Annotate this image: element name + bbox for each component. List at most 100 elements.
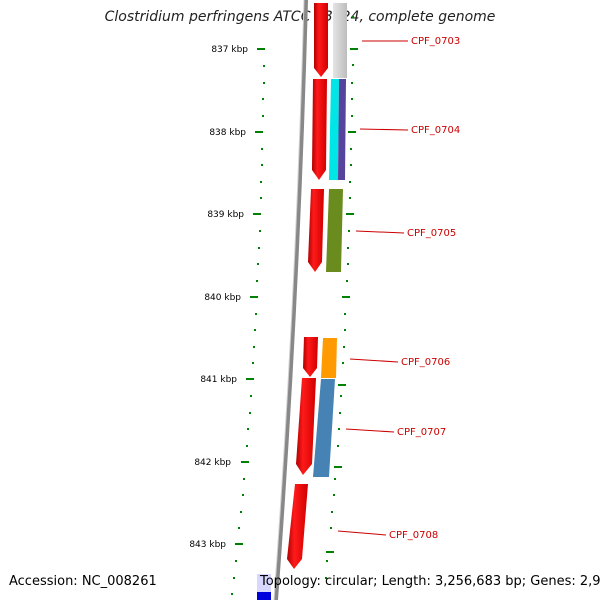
minor-tick [325,577,327,579]
minor-tick [260,197,262,199]
minor-tick [247,428,249,430]
minor-tick [262,98,264,100]
cds-arrow-cpf-0703[interactable] [314,3,328,77]
minor-tick [260,181,262,183]
minor-tick [330,527,332,529]
major-tick [334,466,342,468]
major-tick [253,213,261,215]
major-tick [250,296,258,298]
accession-text: Accession: NC_008261 [9,574,157,589]
minor-tick [331,511,333,513]
cog-block-cpf-0703[interactable] [333,3,347,78]
cds-arrow-cpf-0706[interactable] [303,337,318,377]
minor-tick [343,346,345,348]
minor-tick [348,230,350,232]
minor-tick [350,164,352,166]
minor-tick [238,527,240,529]
minor-tick [261,164,263,166]
gene-label-text: CPF_0703 CPF_0704 CPF_0705 CPF_0706 CPF_… [389,36,460,541]
kbp-label: 839 kbp [207,210,244,220]
minor-tick [255,313,257,315]
minor-tick [342,362,344,364]
gene-label-cpf-0708[interactable]: CPF_0708 [389,530,438,541]
kbp-label: 841 kbp [200,375,237,385]
minor-tick [252,362,254,364]
minor-tick [261,148,263,150]
minor-tick [349,181,351,183]
cog-block-cpf-0705[interactable] [326,189,343,272]
kbp-scale: 837 kbp 838 kbp 839 kbp 840 kbp 841 kbp … [189,16,358,595]
feature-block-blue[interactable] [257,592,271,600]
major-tick [350,48,358,50]
cds-track [287,3,328,569]
cog-block-cpf-0704-a[interactable] [329,79,339,180]
major-tick [348,131,356,133]
minor-tick [250,395,252,397]
leader-line [345,428,395,433]
major-tick [246,378,254,380]
minor-tick [249,412,251,414]
minor-tick [340,395,342,397]
cds-arrow-cpf-0708[interactable] [287,484,308,569]
minor-ticks [231,16,354,595]
minor-tick [351,115,353,117]
kbp-label: 842 kbp [194,458,231,468]
major-tick [241,461,249,463]
leader-line [359,128,409,131]
gene-label-cpf-0704[interactable]: CPF_0704 [411,125,460,136]
minor-tick [240,511,242,513]
minor-tick [262,115,264,117]
major-tick [338,384,346,386]
major-tick [235,543,243,545]
minor-tick [346,280,348,282]
leader-line [349,358,399,363]
cds-arrow-cpf-0705[interactable] [308,189,324,272]
minor-tick [350,148,352,150]
minor-tick [337,445,339,447]
minor-tick [351,82,353,84]
cog-track [313,3,347,477]
major-tick [342,296,350,298]
minor-tick [333,494,335,496]
minor-tick [231,593,233,595]
cog-block-cpf-0706[interactable] [321,338,337,378]
gene-label-cpf-0703[interactable]: CPF_0703 [411,36,460,47]
minor-tick [253,346,255,348]
backbone-highlight [273,0,305,600]
minor-tick [233,577,235,579]
kbp-label: 840 kbp [204,293,241,303]
gene-labels [337,40,409,536]
cds-arrow-cpf-0704[interactable] [312,79,327,180]
minor-tick [344,313,346,315]
minor-tick [334,478,336,480]
minor-tick [349,197,351,199]
cog-block-cpf-0704-b[interactable] [338,79,346,180]
leader-line [355,230,405,234]
minor-tick [258,247,260,249]
major-ticks [235,48,358,553]
minor-tick [352,16,354,18]
minor-tick [339,412,341,414]
minor-tick [246,445,248,447]
minor-tick [344,329,346,331]
gene-label-cpf-0705[interactable]: CPF_0705 [407,228,456,239]
minor-tick [235,560,237,562]
minor-tick [352,64,354,66]
minor-tick [326,560,328,562]
gene-label-cpf-0706[interactable]: CPF_0706 [401,357,450,368]
minor-tick [259,230,261,232]
minor-tick [242,494,244,496]
minor-tick [263,65,265,67]
kbp-label: 843 kbp [189,540,226,550]
kbp-labels: 837 kbp 838 kbp 839 kbp 840 kbp 841 kbp … [189,45,248,550]
cog-block-cpf-0707[interactable] [313,379,335,477]
major-tick [346,213,354,215]
topology-text: Topology: circular; Length: 3,256,683 bp… [260,574,600,589]
cds-arrow-cpf-0707[interactable] [296,378,316,475]
feature-block-light[interactable] [257,574,271,592]
minor-tick [243,478,245,480]
gene-label-cpf-0707[interactable]: CPF_0707 [397,427,446,438]
major-tick [255,131,263,133]
kbp-label: 837 kbp [211,45,248,55]
